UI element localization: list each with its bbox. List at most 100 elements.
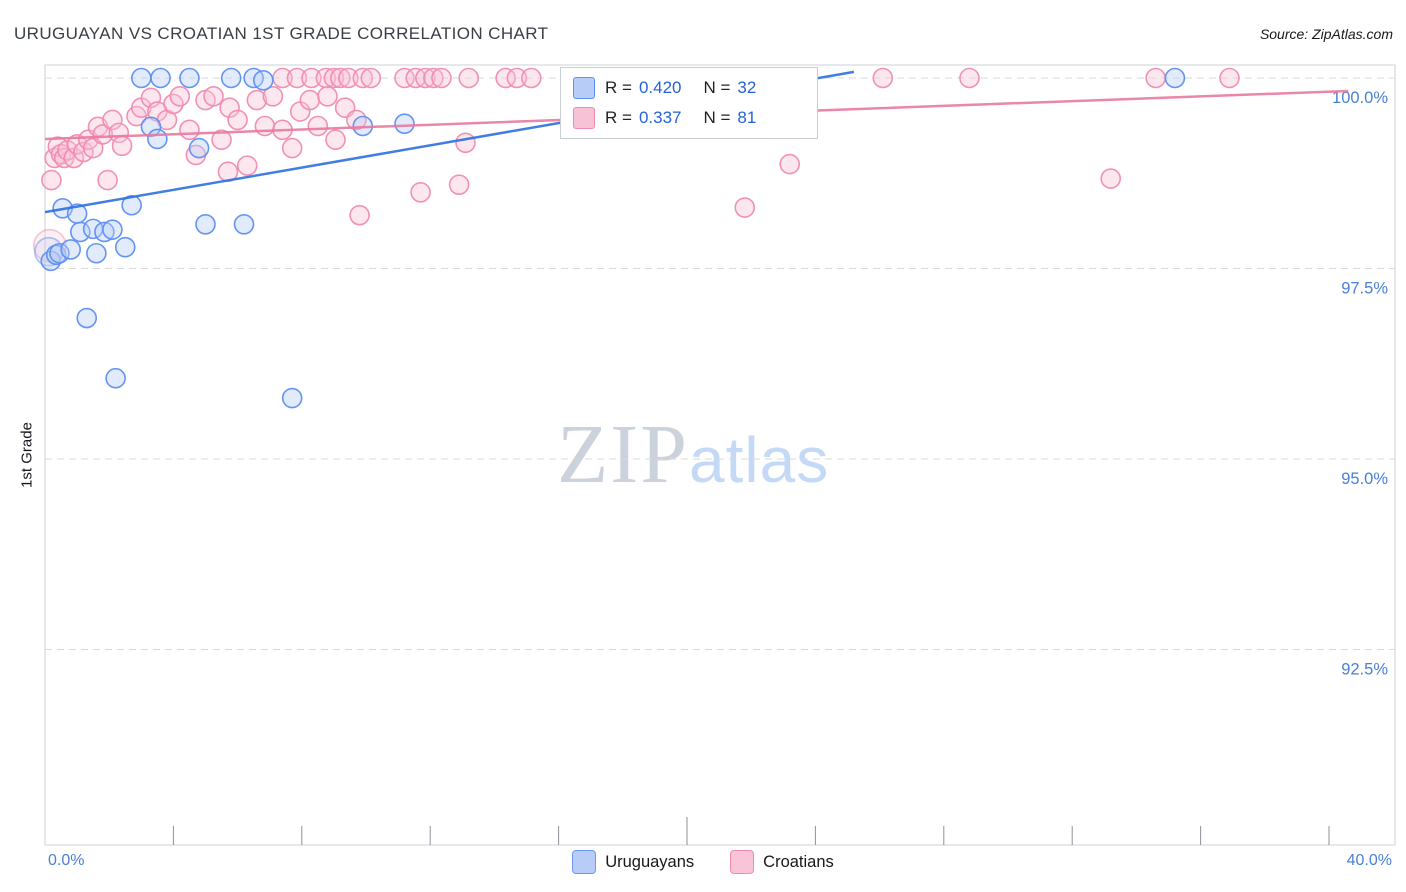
point-croatians: [330, 67, 351, 89]
point-uruguayans: [195, 214, 216, 235]
point-croatians: [521, 67, 542, 89]
point-croatians: [281, 137, 303, 159]
point-croatians: [163, 93, 184, 115]
point-croatians: [147, 101, 168, 122]
point-croatians: [262, 85, 284, 107]
croatians-swatch: [573, 107, 595, 129]
point-croatians: [1100, 168, 1122, 189]
point-croatians: [734, 197, 756, 218]
point-croatians: [334, 97, 356, 119]
point-uruguayans: [114, 236, 136, 258]
point-croatians: [349, 204, 370, 226]
point-croatians: [272, 119, 293, 141]
n-label: N =: [703, 108, 731, 127]
point-croatians: [66, 133, 88, 155]
y-tick-label: 97.5%: [1341, 280, 1388, 298]
x-axis-max-label: 40.0%: [1346, 852, 1392, 869]
point-croatians: [289, 101, 311, 122]
point-croatians: [254, 115, 276, 137]
point-croatians: [53, 147, 75, 169]
n-label: N =: [703, 78, 731, 97]
point-croatians: [360, 67, 382, 89]
page-title: URUGUAYAN VS CROATIAN 1ST GRADE CORRELAT…: [14, 24, 549, 43]
point-uruguayans: [394, 113, 415, 135]
legend-item-croatians: Croatians: [730, 850, 834, 874]
point-uruguayans: [105, 367, 126, 389]
point-croatians: [219, 97, 240, 119]
x-axis-min-label: 0.0%: [48, 852, 85, 869]
point-croatians: [415, 67, 436, 89]
point-croatians: [1145, 67, 1166, 89]
watermark-zip: ZIP: [557, 408, 689, 501]
point-croatians: [203, 85, 224, 107]
point-croatians: [33, 228, 67, 263]
point-uruguayans: [150, 67, 171, 89]
point-croatians: [405, 67, 427, 89]
point-croatians: [227, 109, 248, 131]
point-uruguayans: [233, 214, 255, 235]
y-tick-label: 92.5%: [1341, 661, 1388, 679]
point-uruguayans: [45, 244, 67, 266]
point-uruguayans: [86, 242, 107, 264]
croatians-legend-swatch: [730, 850, 755, 874]
uruguayans-swatch: [573, 77, 595, 99]
point-croatians: [140, 87, 162, 109]
legend-row-croatians: R = 0.337 N = 81: [573, 106, 805, 130]
point-uruguayans: [243, 67, 264, 89]
point-uruguayans: [49, 242, 70, 264]
r-label: R =: [605, 78, 632, 97]
point-uruguayans: [131, 67, 152, 89]
series-legend: Uruguayans Croatians: [0, 850, 1406, 874]
point-croatians: [169, 85, 191, 107]
point-croatians: [179, 119, 200, 141]
point-croatians: [63, 147, 85, 169]
point-croatians: [111, 135, 133, 157]
point-croatians: [317, 85, 338, 107]
point-uruguayans: [76, 307, 98, 329]
point-croatians: [506, 67, 528, 89]
point-croatians: [779, 153, 801, 175]
point-uruguayans: [140, 116, 162, 138]
point-croatians: [307, 115, 329, 137]
point-uruguayans: [352, 115, 374, 137]
point-croatians: [97, 169, 118, 191]
point-croatians: [73, 141, 94, 163]
point-uruguayans: [102, 219, 123, 240]
r-label: R =: [605, 108, 632, 127]
n-value: 32: [737, 78, 757, 97]
point-croatians: [394, 67, 415, 89]
uruguayans-legend-swatch: [572, 850, 597, 874]
point-uruguayans: [121, 194, 142, 216]
point-croatians: [185, 144, 207, 166]
point-croatians: [315, 67, 337, 89]
point-croatians: [195, 89, 216, 111]
point-croatians: [338, 67, 359, 89]
point-croatians: [156, 109, 178, 131]
point-uruguayans: [252, 69, 274, 91]
point-croatians: [458, 67, 480, 89]
point-croatians: [455, 132, 476, 154]
point-croatians: [301, 67, 322, 89]
point-uruguayans: [220, 67, 242, 89]
source-label: Source: ZipAtlas.com: [1259, 26, 1393, 42]
point-croatians: [299, 89, 321, 111]
y-tick-label: 95.0%: [1341, 470, 1388, 488]
point-uruguayans: [66, 203, 88, 224]
point-croatians: [286, 67, 308, 89]
watermark-atlas: atlas: [689, 424, 830, 496]
point-croatians: [872, 67, 894, 89]
point-uruguayans: [1164, 67, 1186, 89]
point-croatians: [448, 174, 470, 195]
point-croatians: [217, 161, 239, 183]
point-croatians: [92, 124, 114, 145]
point-croatians: [431, 67, 452, 89]
point-croatians: [236, 155, 258, 176]
point-croatians: [410, 182, 431, 203]
point-uruguayans: [281, 387, 303, 409]
point-croatians: [346, 109, 367, 131]
legend-label-croatians: Croatians: [763, 852, 834, 871]
point-croatians: [87, 116, 109, 138]
r-value: 0.420: [638, 78, 682, 97]
point-croatians: [126, 105, 147, 127]
point-croatians: [325, 129, 346, 151]
